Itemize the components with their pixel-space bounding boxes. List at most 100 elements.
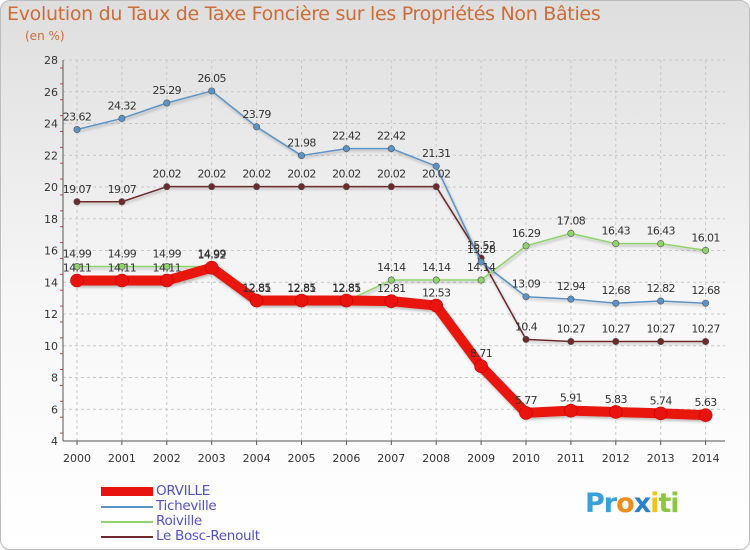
- point-le-bosc-renoult: [567, 337, 575, 345]
- logo-letter: t: [658, 488, 671, 519]
- legend-label-le-bosc-renoult: Le Bosc-Renoult: [156, 528, 260, 544]
- data-label-orville: 12.85: [242, 282, 271, 295]
- legend-label-ticheville: Ticheville: [156, 498, 217, 514]
- legend-swatch-orville: [101, 487, 153, 496]
- data-label-ticheville: 21.98: [287, 137, 316, 150]
- data-label-le-bosc-renoult: 20.02: [153, 168, 182, 181]
- data-label-orville: 5.83: [605, 393, 628, 406]
- data-label-ticheville: 22.42: [377, 130, 406, 143]
- data-label-orville: 14.11: [63, 262, 92, 275]
- point-ticheville: [522, 293, 530, 301]
- point-roiville: [73, 263, 81, 271]
- point-roiville: [387, 276, 395, 284]
- point-roiville: [432, 276, 440, 284]
- logo-letter: r: [603, 488, 617, 519]
- x-tick-label: 2009: [467, 452, 495, 465]
- point-orville: [384, 294, 399, 308]
- point-ticheville: [657, 297, 665, 305]
- chart-title: Evolution du Taux de Taxe Foncière sur l…: [7, 3, 601, 25]
- data-label-le-bosc-renoult: 10.27: [557, 322, 586, 335]
- data-label-le-bosc-renoult: 20.02: [242, 168, 271, 181]
- point-roiville: [477, 276, 485, 284]
- data-label-orville: 5.77: [515, 394, 538, 407]
- y-tick-label: 6: [51, 403, 58, 416]
- y-tick-label: 10: [44, 340, 58, 353]
- point-le-bosc-renoult: [118, 198, 126, 206]
- point-roiville: [522, 242, 530, 250]
- point-roiville: [567, 229, 575, 237]
- x-tick-label: 2003: [198, 452, 226, 465]
- data-label-le-bosc-renoult: 15.52: [467, 239, 496, 252]
- x-tick-label: 2006: [332, 452, 360, 465]
- point-ticheville: [342, 145, 350, 153]
- data-label-orville: 12.85: [287, 282, 316, 295]
- point-orville: [70, 273, 84, 288]
- point-ticheville: [208, 87, 216, 95]
- y-tick-label: 24: [44, 118, 58, 131]
- x-tick-label: 2005: [288, 452, 316, 465]
- y-tick-label: 18: [44, 213, 58, 226]
- point-ticheville: [702, 299, 710, 307]
- data-label-ticheville: 24.32: [108, 99, 137, 112]
- logo-letter: i: [650, 488, 659, 519]
- x-tick-label: 2007: [377, 452, 405, 465]
- point-orville: [249, 293, 264, 308]
- logo-letter: x: [633, 488, 651, 519]
- data-label-le-bosc-renoult: 20.02: [287, 168, 316, 181]
- data-label-roiville: 14.14: [467, 261, 496, 274]
- chart-subtitle: (en %): [25, 29, 65, 43]
- point-orville: [294, 293, 309, 308]
- data-label-roiville: 17.08: [557, 214, 586, 227]
- point-roiville: [657, 240, 665, 248]
- data-label-roiville: 14.14: [377, 261, 406, 274]
- axes: 4 6 8 10 12 14 16 18 20 22 24 26 28 2000 2001 2002 2003 2…: [44, 54, 725, 465]
- point-le-bosc-renoult: [612, 337, 620, 345]
- point-ticheville: [163, 99, 171, 107]
- data-label-ticheville: 12.82: [646, 282, 675, 295]
- x-tick-label: 2004: [243, 452, 271, 465]
- data-label-ticheville: 12.94: [557, 280, 586, 293]
- point-ticheville: [297, 152, 305, 160]
- data-label-orville: 14.92: [197, 249, 226, 262]
- logo-letter: P: [585, 488, 605, 519]
- data-label-roiville: 14.99: [63, 248, 92, 261]
- x-tick-label: 2011: [557, 452, 585, 465]
- data-label-roiville: 14.99: [197, 248, 226, 261]
- x-tick-label: 2012: [602, 452, 630, 465]
- data-label-le-bosc-renoult: 20.02: [332, 168, 361, 181]
- data-label-roiville: 16.01: [691, 231, 720, 244]
- legend-label-orville: ORVILLE: [156, 483, 210, 499]
- x-tick-label: 2001: [108, 452, 136, 465]
- data-label-orville: 12.81: [377, 282, 406, 295]
- point-roiville: [702, 246, 710, 254]
- data-label-ticheville: 21.31: [422, 147, 451, 160]
- point-ticheville: [567, 295, 575, 303]
- y-tick-label: 28: [44, 54, 58, 67]
- data-label-roiville: 16.43: [646, 225, 675, 238]
- data-label-le-bosc-renoult: 20.02: [377, 168, 406, 181]
- point-orville: [608, 405, 623, 419]
- point-orville: [519, 406, 533, 420]
- y-tick-label: 4: [51, 435, 58, 448]
- y-tick-label: 22: [44, 149, 58, 162]
- data-label-roiville: 12.81: [332, 282, 361, 295]
- point-le-bosc-renoult: [208, 183, 216, 191]
- legend-swatch-le-bosc-renoult: [101, 536, 153, 538]
- point-ticheville: [432, 162, 440, 170]
- y-tick-label: 20: [44, 181, 58, 194]
- legend-swatch-roiville: [101, 521, 153, 523]
- point-orville: [653, 406, 668, 421]
- point-le-bosc-renoult: [387, 183, 395, 191]
- grid: [63, 59, 725, 442]
- x-tick-label: 2008: [422, 452, 450, 465]
- point-ticheville: [387, 145, 395, 153]
- point-le-bosc-renoult: [73, 198, 81, 206]
- logo-letter: i: [670, 488, 679, 519]
- data-label-le-bosc-renoult: 20.02: [197, 168, 226, 181]
- y-tick-label: 12: [44, 308, 58, 321]
- logo-letter: o: [616, 488, 635, 519]
- data-label-le-bosc-renoult: 10.4: [515, 320, 538, 333]
- point-orville: [204, 260, 219, 275]
- x-tick-label: 2013: [647, 452, 675, 465]
